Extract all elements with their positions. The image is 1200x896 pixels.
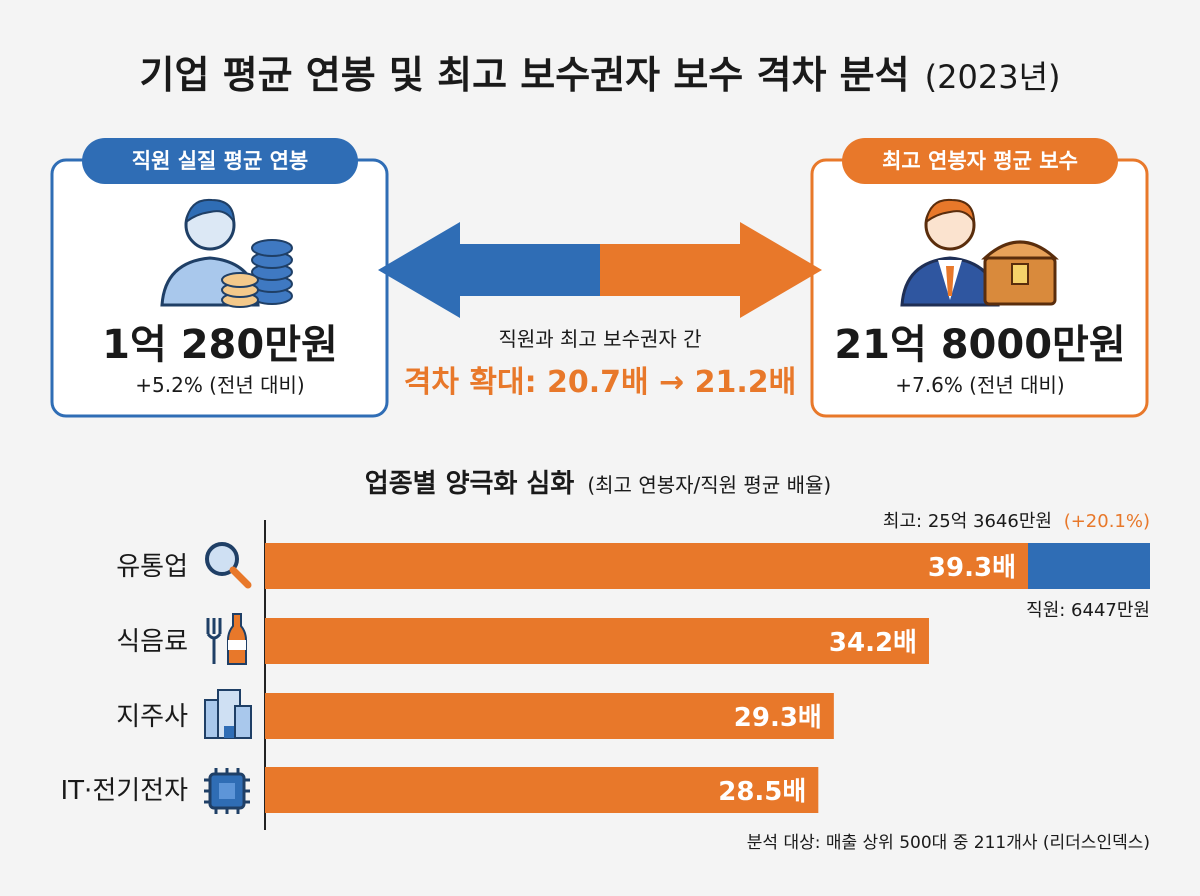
category-label: IT·전기전자 <box>61 776 189 806</box>
employee-segment <box>1028 543 1150 589</box>
top-annotation-change: (+20.1%) <box>1064 511 1150 532</box>
top-annotation-line: 최고: 25억 3646만원 (+20.1%) <box>883 511 1150 532</box>
executive-amount: 21억 8000만원 <box>834 322 1125 368</box>
chip-icon <box>204 768 250 814</box>
building-icon <box>204 689 252 739</box>
value-label: 28.5배 <box>718 777 806 807</box>
bar <box>265 618 929 664</box>
title-line: 기업 평균 연봉 및 최고 보수권자 보수 격차 분석 (2023년) <box>139 53 1060 97</box>
employee-change: +5.2% (전년 대비) <box>135 373 305 397</box>
executive-badge-text: 최고 연봉자 평균 보수 <box>882 149 1078 173</box>
chart-subtitle: (최고 연봉자/직원 평균 배율) <box>587 473 831 497</box>
chart-heading: 업종별 양극화 심화 (최고 연봉자/직원 평균 배율) <box>365 469 831 499</box>
bar <box>265 767 819 813</box>
category-label: 식음료 <box>116 627 188 657</box>
executive-icon <box>900 198 1059 307</box>
value-label: 39.3배 <box>928 553 1016 583</box>
top-annotation: 최고: 25억 3646만원 <box>883 511 1052 532</box>
value-label: 34.2배 <box>829 628 917 658</box>
executive-change: +7.6% (전년 대비) <box>895 373 1065 397</box>
bottom-annotation: 직원: 6447만원 <box>1026 600 1150 621</box>
bar <box>265 543 1028 589</box>
search-icon <box>205 542 252 589</box>
employee-icon <box>160 198 293 308</box>
category-label: 유통업 <box>116 552 188 582</box>
gap-caption: 직원과 최고 보수권자 간 <box>498 327 701 351</box>
chart-title: 업종별 양극화 심화 <box>365 469 575 499</box>
employee-amount: 1억 280만원 <box>102 322 338 368</box>
arrow-left <box>378 222 600 318</box>
employee-badge-text: 직원 실질 평균 연봉 <box>132 149 309 173</box>
title: 기업 평균 연봉 및 최고 보수권자 보수 격차 분석 <box>139 53 909 97</box>
value-label: 29.3배 <box>734 703 822 733</box>
source-note: 분석 대상: 매출 상위 500대 중 211개사 (리더스인덱스) <box>747 833 1150 853</box>
arrow-right <box>600 222 822 318</box>
bar <box>265 693 834 739</box>
title-year: (2023년) <box>925 58 1061 96</box>
gap-headline: 격차 확대: 20.7배 → 21.2배 <box>404 365 797 400</box>
executive-badge <box>842 138 1118 184</box>
food-icon <box>206 613 247 665</box>
category-label: 지주사 <box>116 702 188 732</box>
employee-badge <box>82 138 358 184</box>
